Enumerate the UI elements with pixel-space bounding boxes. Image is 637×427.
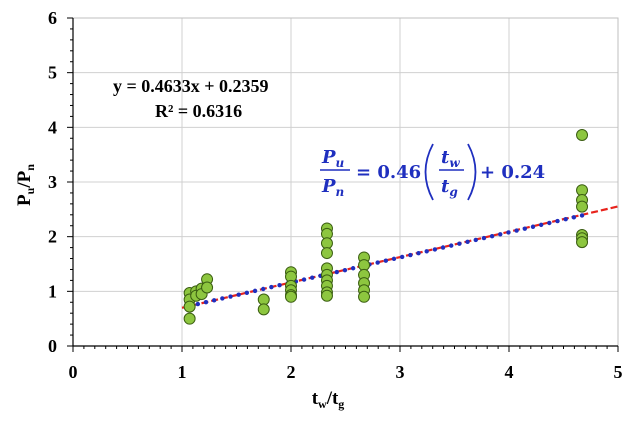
model-line-dot	[252, 288, 258, 294]
model-line-dot	[440, 245, 446, 250]
model-line-dot	[547, 220, 552, 226]
model-line-dot	[195, 301, 201, 307]
data-point	[576, 200, 589, 213]
model-line-dot	[498, 232, 503, 237]
model-line-dot	[473, 237, 478, 243]
formula-intercept: + 0.24	[480, 162, 545, 183]
data-point	[285, 290, 297, 303]
model-line-dot	[203, 300, 209, 305]
model-line-dot	[391, 256, 397, 262]
model-line-dot	[449, 243, 454, 248]
model-line-dot	[538, 222, 544, 228]
model-line-dot	[416, 250, 421, 256]
formula-rhs-denominator: tg	[441, 176, 458, 199]
regression-equation: y = 0.4633x + 0.2359	[113, 76, 269, 96]
model-line-dot	[522, 226, 528, 231]
y-tick-label: 1	[48, 281, 57, 301]
model-line-dot	[457, 241, 462, 246]
model-line-dot	[277, 283, 282, 288]
tick-label-layer: 0 1 2 3 4 5 0 1 2 3 4 5 6	[48, 8, 623, 382]
point-layer	[183, 128, 589, 325]
model-line-dot	[579, 213, 585, 218]
model-line-dot	[506, 230, 511, 235]
y-tick-label: 5	[48, 63, 57, 83]
model-line-dot	[310, 275, 315, 280]
model-line-dot	[244, 290, 250, 295]
model-line-dot	[236, 292, 241, 297]
x-tick-label: 5	[614, 362, 623, 382]
axis-layer	[67, 17, 619, 352]
model-line-dot	[563, 217, 568, 222]
data-point	[576, 236, 589, 249]
model-line-dot	[211, 298, 217, 303]
y-axis-title: Pu/Pn	[14, 164, 37, 206]
model-line-dot	[383, 258, 389, 263]
regression-r-squared: R² = 0.6316	[155, 101, 242, 121]
data-point	[183, 312, 196, 325]
model-line-dot	[571, 215, 577, 220]
data-point	[358, 290, 371, 303]
data-point	[183, 300, 196, 313]
model-line-dot	[350, 266, 356, 271]
x-axis-title: tw/tg	[312, 388, 345, 411]
model-line-dot	[514, 228, 519, 233]
model-line-dot	[334, 269, 339, 275]
model-line-dot	[465, 239, 470, 245]
x-tick-label: 0	[69, 362, 78, 382]
model-line-dot	[261, 286, 266, 292]
data-point	[201, 281, 214, 294]
formula-lhs-denominator: Pn	[321, 176, 344, 199]
x-tick-label: 1	[178, 362, 187, 382]
data-point	[576, 128, 589, 141]
model-line-dot	[432, 247, 438, 252]
model-line-dot	[489, 233, 495, 239]
model-line-dot	[481, 235, 487, 241]
y-tick-label: 3	[48, 172, 57, 192]
model-line-dot	[301, 277, 307, 282]
model-line-dot	[408, 252, 413, 258]
model-line-dot	[228, 294, 233, 299]
y-tick-label: 4	[48, 117, 57, 137]
model-line-dot	[424, 249, 429, 254]
formula-left-paren	[424, 143, 434, 201]
data-point	[257, 303, 270, 316]
y-tick-label: 0	[48, 336, 57, 356]
model-line-dot	[530, 224, 536, 229]
model-line-dot	[555, 218, 560, 224]
x-tick-label: 2	[287, 362, 296, 382]
formula-coefficient: = 0.46	[356, 162, 421, 183]
model-line-dot	[399, 254, 405, 260]
model-line-dot	[269, 284, 274, 290]
formula-right-paren	[467, 143, 477, 201]
formula-lhs-numerator: Pu	[321, 147, 345, 170]
data-point	[320, 289, 333, 302]
x-tick-label: 4	[505, 362, 514, 382]
fitted-formula: Pu Pn = 0.46 tw tg + 0.24	[320, 143, 545, 201]
model-line-dot	[220, 296, 225, 301]
y-tick-label: 6	[48, 8, 57, 28]
model-line-dot	[342, 267, 348, 273]
data-point	[320, 247, 333, 260]
x-tick-label: 3	[396, 362, 405, 382]
y-tick-label: 2	[48, 227, 57, 247]
formula-rhs-numerator: tw	[441, 147, 460, 170]
model-line-dot	[375, 260, 380, 265]
